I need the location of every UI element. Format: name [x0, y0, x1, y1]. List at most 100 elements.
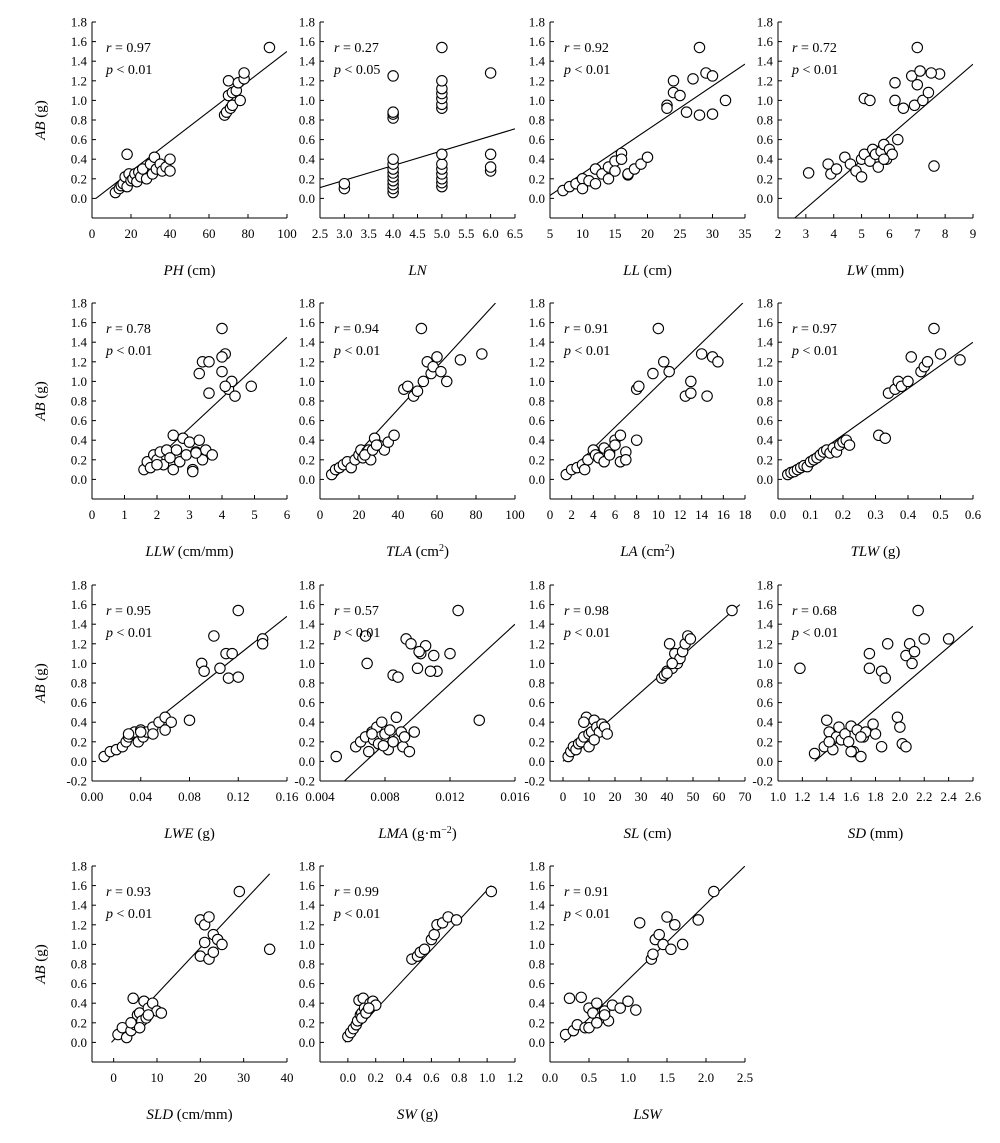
x-tick-label: 20: [353, 507, 366, 522]
data-point: [706, 108, 719, 120]
x-tick-label: 2: [568, 507, 575, 522]
y-tick-label: 1.8: [299, 859, 315, 874]
y-tick-label: 1.0: [299, 374, 315, 389]
y-tick-label: 0.0: [757, 191, 773, 206]
x-tick-label: 16: [717, 507, 731, 522]
y-tick-label: 1.8: [71, 859, 87, 874]
data-point: [928, 160, 940, 172]
y-tick-label: 1.6: [71, 597, 88, 612]
y-tick-label: 0.8: [529, 676, 545, 691]
x-tick-label: 20: [641, 226, 654, 241]
x-tick-label: 8: [633, 507, 640, 522]
p-value: p < 0.01: [333, 626, 380, 641]
y-tick-label: 1.0: [71, 93, 87, 108]
data-point: [633, 380, 645, 393]
data-point: [820, 714, 833, 726]
data-point: [614, 429, 627, 442]
x-tick-label: 10: [583, 789, 596, 804]
x-tick-label: 40: [281, 1070, 294, 1085]
x-tick-label: 2.4: [941, 789, 958, 804]
x-tick-label: 3.0: [336, 226, 352, 241]
data-point: [687, 73, 699, 85]
y-tick-label: 1.4: [71, 898, 88, 913]
data-point: [203, 387, 215, 399]
data-point: [911, 78, 924, 91]
y-tick-label: 1.0: [71, 937, 87, 952]
y-tick-label: 1.2: [757, 73, 773, 88]
y-tick-label: 1.4: [757, 617, 774, 632]
x-tick-label: 0.016: [500, 789, 530, 804]
data-point: [680, 106, 693, 118]
y-tick-label: 1.2: [71, 354, 87, 369]
y-tick-label: 1.8: [299, 15, 315, 30]
x-tick-label: 2: [154, 507, 161, 522]
y-tick-label: 0.6: [71, 976, 88, 991]
y-tick-label: 1.0: [529, 93, 545, 108]
r-value: r = 0.94: [334, 322, 379, 337]
y-tick-label: 0.0: [529, 191, 545, 206]
data-point: [657, 356, 670, 368]
y-tick-label: 0.6: [757, 132, 774, 147]
p-value: p < 0.01: [333, 344, 380, 359]
y-tick-label: 0.0: [71, 472, 87, 487]
x-tick-label: 0.04: [129, 789, 152, 804]
panel-lwe: -0.2 0.0 0.2 0.4 0.6 0.8 1.0 1.2 1.4 1.6 1.8 0.00 0.…: [33, 578, 299, 843]
y-tick-label: 0.8: [757, 676, 773, 691]
y-tick-label: 1.0: [757, 93, 773, 108]
y-tick-label: 1.4: [299, 898, 316, 913]
y-tick-label: 1.4: [71, 54, 88, 69]
y-tick-label: 1.2: [529, 354, 545, 369]
y-axis-label: AB (g): [33, 381, 49, 422]
y-tick-label: 0.8: [299, 394, 315, 409]
x-axis-label: LMA (g·m−2): [377, 825, 457, 843]
y-tick-label: 0.4: [757, 433, 774, 448]
x-tick-label: 0.4: [900, 507, 917, 522]
data-point: [719, 94, 732, 107]
data-point: [121, 148, 133, 161]
y-tick-label: 0.6: [529, 695, 546, 710]
x-tick-label: 2.0: [698, 1070, 714, 1085]
data-point: [170, 444, 183, 456]
data-point: [375, 716, 388, 728]
data-point: [390, 711, 403, 724]
p-value: p < 0.01: [791, 63, 838, 78]
data-point: [233, 885, 246, 898]
y-tick-label: 1.2: [299, 917, 315, 932]
p-value: p < 0.01: [105, 907, 152, 922]
data-point: [216, 322, 228, 335]
data-point: [193, 367, 206, 380]
y-tick-label: 1.4: [299, 335, 316, 350]
x-tick-label: 0: [89, 507, 96, 522]
data-point: [706, 70, 719, 82]
data-point: [436, 158, 448, 170]
x-tick-label: 2: [775, 226, 782, 241]
y-tick-label: 1.2: [757, 354, 773, 369]
data-point: [222, 672, 235, 684]
x-tick-label: 0.6: [423, 1070, 440, 1085]
data-point: [863, 647, 876, 660]
y-tick-label: 1.4: [529, 898, 546, 913]
y-tick-label: 1.2: [71, 73, 87, 88]
y-tick-label: 0.2: [529, 734, 545, 749]
x-tick-label: 0: [89, 226, 96, 241]
data-point: [330, 750, 342, 763]
x-tick-label: 0.0: [542, 1070, 558, 1085]
data-point: [881, 638, 894, 650]
x-axis-label: LW (mm): [846, 263, 904, 279]
data-point: [891, 711, 904, 724]
y-tick-label: 1.2: [71, 917, 87, 932]
data-point: [823, 736, 835, 748]
data-point: [661, 102, 673, 114]
data-point: [905, 351, 917, 363]
y-tick-label: 1.0: [71, 656, 87, 671]
x-axis-label: PH (cm): [162, 263, 215, 279]
y-tick-label: -0.2: [524, 774, 545, 789]
x-tick-label: 60: [431, 507, 444, 522]
data-point: [588, 734, 600, 746]
y-tick-label: 0.6: [529, 976, 546, 991]
data-point: [164, 153, 176, 165]
y-tick-label: 1.8: [757, 15, 773, 30]
p-value: p < 0.01: [563, 907, 610, 922]
y-tick-label: 0.4: [71, 715, 88, 730]
